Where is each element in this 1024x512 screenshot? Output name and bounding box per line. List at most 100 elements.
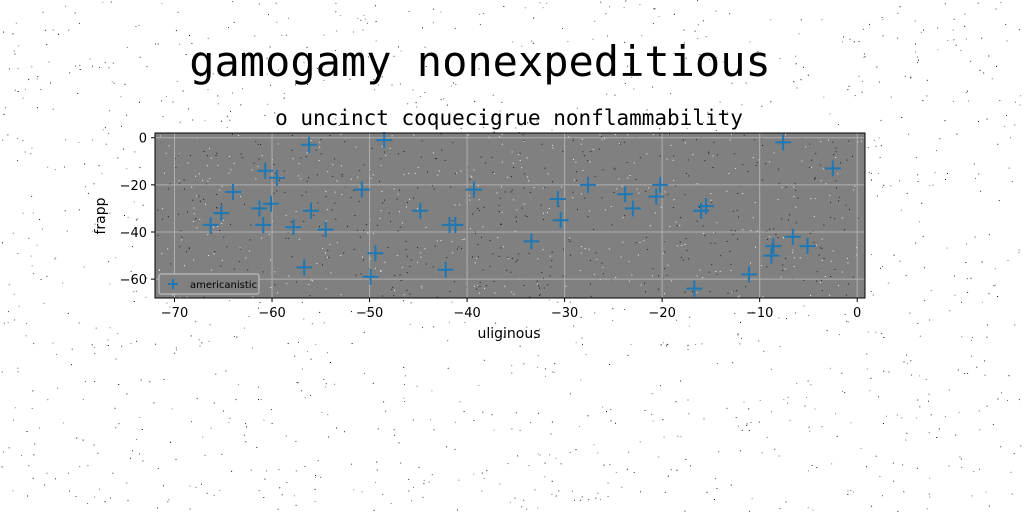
plot-noise-dot [334, 158, 336, 160]
plot-noise-dot [427, 171, 428, 173]
noise-dot [55, 257, 57, 259]
plot-noise-dot [682, 259, 684, 261]
plot-noise-dot [762, 296, 764, 298]
plot-noise-dot [838, 196, 840, 198]
noise-dot [136, 340, 137, 342]
plot-noise-dot [432, 152, 434, 154]
noise-dot [569, 301, 571, 303]
noise-dot [597, 492, 599, 494]
plot-noise-dot [425, 263, 427, 265]
plot-noise-dot [240, 196, 242, 198]
plot-noise-dot [217, 226, 219, 227]
plot-noise-dot [283, 170, 285, 172]
scatter-point [580, 176, 597, 193]
noise-dot [129, 457, 131, 459]
plot-noise-dot [268, 233, 270, 235]
noise-dot [380, 122, 382, 124]
plot-noise-dot [327, 256, 328, 258]
noise-dot [651, 413, 653, 415]
plot-noise-dot [164, 172, 165, 174]
plot-noise-dot [673, 199, 675, 201]
plot-noise-dot [467, 134, 469, 136]
plot-noise-dot [444, 159, 446, 161]
noise-dot [675, 469, 677, 471]
plot-noise-dot [709, 291, 711, 293]
plot-noise-dot [188, 247, 190, 249]
noise-dot [806, 397, 807, 398]
plot-noise-dot [522, 134, 524, 136]
noise-dot [1013, 453, 1015, 455]
noise-dot [351, 343, 353, 344]
plot-noise-dot [754, 139, 756, 141]
noise-dot [512, 41, 514, 43]
plot-background [155, 133, 865, 298]
plot-noise-dot [384, 261, 386, 263]
noise-dot [44, 29, 46, 31]
plot-noise-dot [396, 198, 398, 200]
plot-noise-dot [794, 183, 796, 185]
plot-noise-dot [456, 248, 458, 250]
noise-dot [344, 431, 345, 433]
noise-dot [69, 72, 71, 74]
noise-dot [823, 96, 825, 98]
plot-noise-dot [454, 204, 456, 206]
noise-dot [521, 506, 523, 508]
noise-dot [841, 372, 843, 374]
noise-dot [364, 372, 365, 374]
noise-dot [763, 350, 765, 352]
noise-dot [110, 497, 111, 499]
plot-noise-dot [458, 246, 460, 248]
plot-noise-dot [397, 193, 399, 195]
plot-noise-dot [685, 237, 687, 239]
plot-noise-dot [298, 238, 300, 240]
plot-noise-dot [209, 148, 210, 150]
plot-noise-dot [589, 210, 591, 212]
plot-noise-dot [472, 213, 474, 215]
noise-dot [200, 75, 202, 77]
noise-dot [1018, 251, 1020, 253]
noise-dot [7, 321, 9, 323]
plot-noise-dot [742, 164, 744, 166]
noise-dot [258, 399, 259, 401]
plot-noise-dot [587, 216, 589, 218]
noise-dot [376, 469, 378, 471]
plot-noise-dot [203, 198, 205, 200]
plot-noise-dot [206, 155, 208, 157]
plot-noise-dot [202, 180, 204, 182]
noise-dot [663, 436, 665, 438]
noise-dot [32, 390, 34, 392]
noise-dot [594, 20, 596, 22]
noise-dot [202, 436, 204, 438]
noise-dot [1011, 181, 1013, 183]
noise-dot [399, 83, 401, 85]
plot-noise-dot [713, 232, 715, 234]
plot-noise-dot [303, 220, 305, 222]
noise-dot [626, 468, 628, 470]
plot-noise-dot [217, 165, 219, 167]
noise-dot [778, 455, 780, 457]
noise-dot [133, 201, 135, 203]
scatter-point [624, 200, 641, 217]
plot-noise-dot [635, 179, 637, 180]
noise-dot [961, 301, 962, 303]
plot-noise-dot [165, 152, 167, 154]
plot-noise-dot [504, 285, 506, 287]
plot-noise-dot [773, 152, 775, 154]
plot-noise-dot [369, 170, 371, 172]
plot-noise-dot [331, 209, 333, 211]
noise-dot [770, 19, 772, 21]
plot-noise-dot [688, 175, 690, 177]
plot-noise-dot [529, 191, 531, 193]
noise-dot [2, 242, 3, 244]
plot-noise-dot [643, 240, 645, 242]
noise-dot [126, 168, 128, 170]
plot-noise-dot [275, 173, 277, 174]
plot-noise-dot [413, 197, 415, 199]
noise-dot [666, 343, 668, 345]
plot-noise-dot [855, 247, 857, 249]
plot-noise-dot [679, 241, 681, 243]
noise-dot [424, 46, 426, 48]
noise-dot [217, 95, 219, 97]
plot-noise-dot [369, 169, 371, 171]
plot-noise-dot [639, 241, 641, 243]
